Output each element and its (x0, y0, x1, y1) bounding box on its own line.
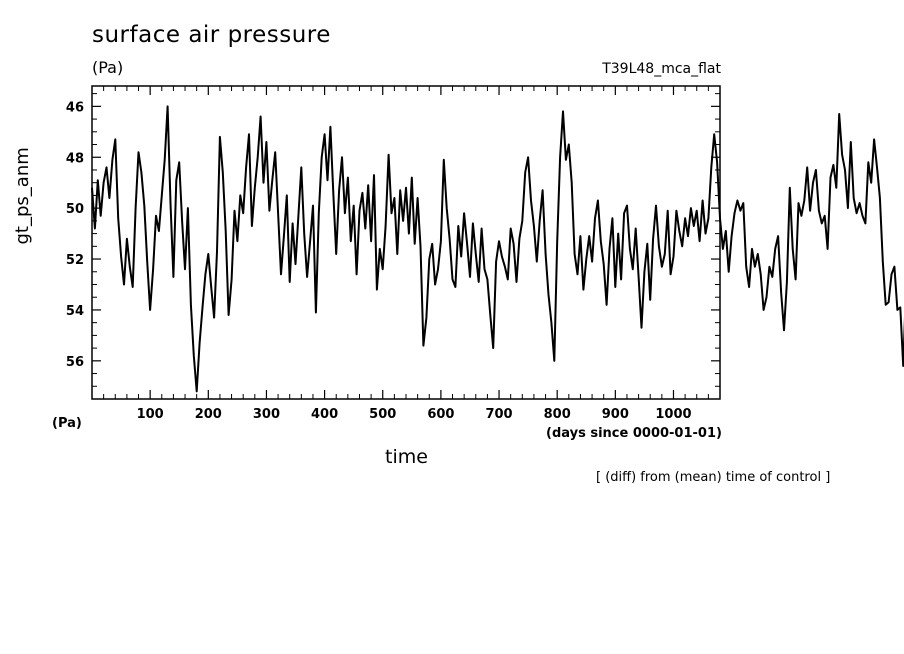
x-tick-label: 600 (427, 407, 454, 422)
y-tick-label: 56 (66, 355, 84, 370)
chart-title: surface air pressure (92, 22, 331, 48)
x-tick-label: 900 (602, 407, 629, 422)
title-units: (Pa) (92, 58, 124, 77)
x-tick-label: 400 (311, 407, 338, 422)
y-tick-label: 50 (66, 202, 84, 217)
tick-labels: 100 200 300 400 500 600 700 800 900 1000 46 48 50 52 5… (66, 100, 692, 422)
x-tick-label: 200 (195, 407, 222, 422)
y-axis-units: (Pa) (52, 416, 82, 431)
y-tick-label: 48 (66, 151, 84, 166)
diff-note: [ (diff) from (mean) time of control ] (596, 470, 831, 485)
series-line (91, 105, 904, 393)
x-tick-label: 700 (485, 407, 512, 422)
x-axis-units: (days since 0000-01-01) (546, 426, 722, 441)
plot-frame (91, 85, 721, 400)
x-tick-label: 100 (137, 407, 164, 422)
x-tick-label: 300 (253, 407, 280, 422)
x-tick-label: 800 (544, 407, 571, 422)
x-tick-label: 500 (369, 407, 396, 422)
x-tick-label: 1000 (655, 407, 691, 422)
y-tick-label: 52 (66, 253, 84, 268)
y-tick-label: 46 (66, 100, 84, 115)
y-tick-label: 54 (66, 304, 84, 319)
x-axis-label: time (385, 446, 428, 468)
run-label: T39L48_mca_flat (602, 61, 721, 77)
